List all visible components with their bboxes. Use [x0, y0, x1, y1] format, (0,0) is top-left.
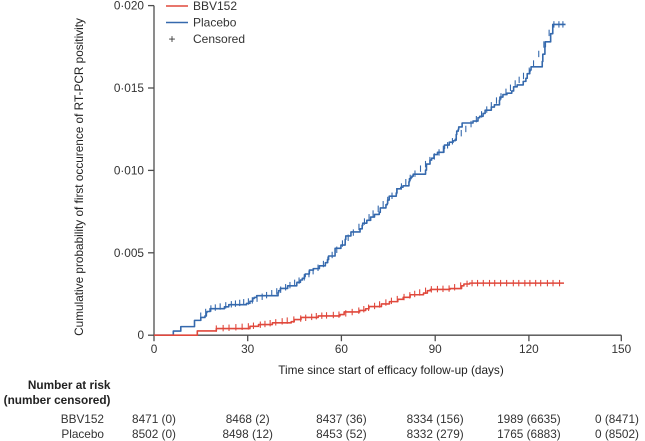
svg-text:BBV152: BBV152: [193, 0, 237, 13]
svg-text:8471 (0): 8471 (0): [132, 412, 176, 426]
svg-text:8468 (2): 8468 (2): [226, 412, 270, 426]
svg-text:150: 150: [611, 342, 631, 356]
svg-text:0·010: 0·010: [114, 163, 145, 177]
svg-text:0: 0: [137, 328, 144, 342]
svg-text:Censored: Censored: [193, 32, 245, 46]
svg-text:Time since start of efficacy f: Time since start of efficacy follow-up (…: [278, 363, 504, 377]
svg-text:0: 0: [151, 342, 158, 356]
svg-text:Cumulative probability of firs: Cumulative probability of first occurenc…: [72, 18, 86, 336]
svg-text:0·015: 0·015: [114, 81, 145, 95]
svg-text:0·020: 0·020: [114, 0, 145, 13]
svg-text:120: 120: [519, 342, 539, 356]
svg-text:1765 (6883): 1765 (6883): [497, 427, 561, 441]
svg-text:+: +: [168, 32, 175, 46]
svg-text:60: 60: [335, 342, 349, 356]
svg-text:0 (8471): 0 (8471): [595, 412, 639, 426]
svg-text:Placebo: Placebo: [61, 427, 104, 441]
svg-text:30: 30: [241, 342, 255, 356]
svg-text:0·005: 0·005: [114, 246, 145, 260]
svg-text:8332 (279): 8332 (279): [407, 427, 464, 441]
svg-text:1989 (6635): 1989 (6635): [497, 412, 561, 426]
svg-text:BBV152: BBV152: [61, 412, 104, 426]
svg-text:8453 (52): 8453 (52): [316, 427, 367, 441]
svg-text:8498 (12): 8498 (12): [222, 427, 273, 441]
svg-text:8502 (0): 8502 (0): [132, 427, 176, 441]
svg-text:Placebo: Placebo: [193, 16, 237, 30]
svg-text:90: 90: [429, 342, 443, 356]
svg-text:8334 (156): 8334 (156): [407, 412, 464, 426]
svg-text:(number censored): (number censored): [4, 393, 111, 407]
svg-text:8437 (36): 8437 (36): [316, 412, 367, 426]
svg-text:Number at risk: Number at risk: [28, 378, 111, 392]
svg-text:0 (8502): 0 (8502): [595, 427, 639, 441]
